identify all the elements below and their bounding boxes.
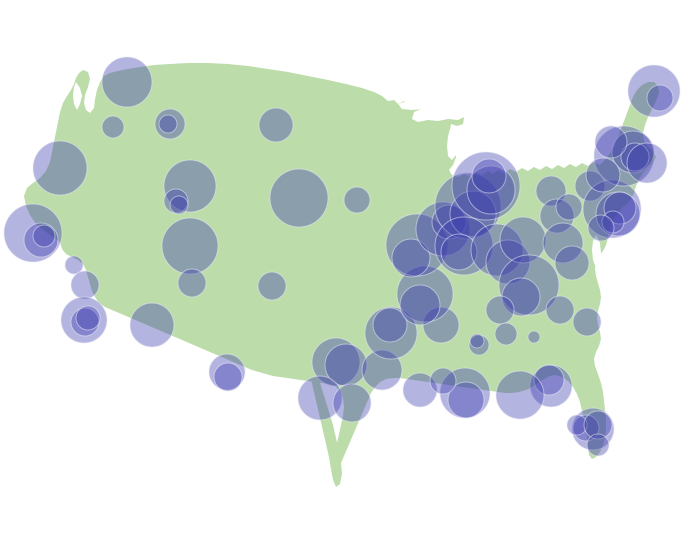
map-bubble[interactable] [101,115,125,139]
map-bubble[interactable] [501,277,541,317]
map-bubble[interactable] [402,372,438,408]
map-bubble[interactable] [163,159,217,213]
map-bubble[interactable] [539,198,575,234]
map-bubble[interactable] [535,175,567,207]
map-bubble[interactable] [440,233,478,271]
land-layer [24,63,659,487]
map-bubble[interactable] [620,142,650,172]
map-bubble[interactable] [75,305,101,331]
map-bubble[interactable] [32,224,56,248]
map-bubble[interactable] [566,414,588,436]
map-bubble[interactable] [324,343,368,387]
map-bubble[interactable] [499,216,547,264]
map-bubble[interactable] [311,337,361,387]
map-bubble[interactable] [545,295,575,325]
map-bubble[interactable] [555,193,583,221]
map-bubble[interactable] [527,330,541,344]
map-bubble[interactable] [582,179,642,239]
map-bubble[interactable] [415,201,471,257]
map-bubble[interactable] [343,186,371,214]
map-bubble[interactable] [471,158,507,194]
chesapeake-bay-water [592,235,601,268]
great-lakes-water [412,106,464,122]
map-bubble[interactable] [32,140,88,196]
map-bubble[interactable] [399,284,441,326]
map-bubble[interactable] [161,217,219,275]
map-bubble[interactable] [586,433,610,457]
map-bubble[interactable] [257,271,287,301]
map-bubble[interactable] [297,375,343,421]
map-bubble[interactable] [372,307,408,343]
map-bubble[interactable] [603,191,637,225]
map-bubble[interactable] [101,56,153,108]
map-bubble[interactable] [626,142,668,184]
map-bubble[interactable] [396,265,454,323]
map-bubble[interactable] [571,407,615,451]
map-bubble[interactable] [158,114,178,134]
map-bubble[interactable] [391,238,431,278]
map-bubble[interactable] [177,268,207,298]
map-bubble[interactable] [495,370,545,420]
map-bubble[interactable] [466,165,516,215]
map-bubble[interactable] [429,367,457,395]
map-bubble[interactable] [332,383,372,423]
map-bubble[interactable] [23,222,59,258]
map-bubble[interactable] [494,322,518,346]
map-bubble[interactable] [627,64,681,118]
map-bubble[interactable] [587,214,615,242]
map-bubble[interactable] [583,410,613,440]
map-bubble[interactable] [646,84,674,112]
map-bubble[interactable] [169,195,189,215]
map-bubble[interactable] [361,349,403,391]
map-bubble[interactable] [469,333,485,349]
map-bubble[interactable] [258,107,294,143]
map-bubble[interactable] [572,307,602,337]
map-bubble[interactable] [64,255,84,275]
lake-superior-water [398,99,444,110]
lake-michigan-water [447,124,460,160]
map-bubble[interactable] [470,223,524,277]
map-bubble[interactable] [70,270,100,300]
map-bubble[interactable] [542,222,584,264]
bubble-layer [3,56,681,457]
map-bubble[interactable] [498,254,560,316]
map-bubble[interactable] [129,302,175,348]
puget-sound-water [73,82,82,110]
map-bubble[interactable] [585,157,621,193]
map-bubble[interactable] [213,362,243,392]
baja-peninsula [300,338,342,487]
us-landmass [24,63,659,477]
map-bubble[interactable] [533,364,565,396]
map-bubble[interactable] [269,168,329,228]
map-bubble[interactable] [485,295,515,325]
map-bubble[interactable] [208,353,246,391]
map-bubble[interactable] [554,245,590,281]
map-bubble[interactable] [594,125,628,159]
map-bubble[interactable] [447,381,485,419]
map-bubble[interactable] [364,306,418,360]
